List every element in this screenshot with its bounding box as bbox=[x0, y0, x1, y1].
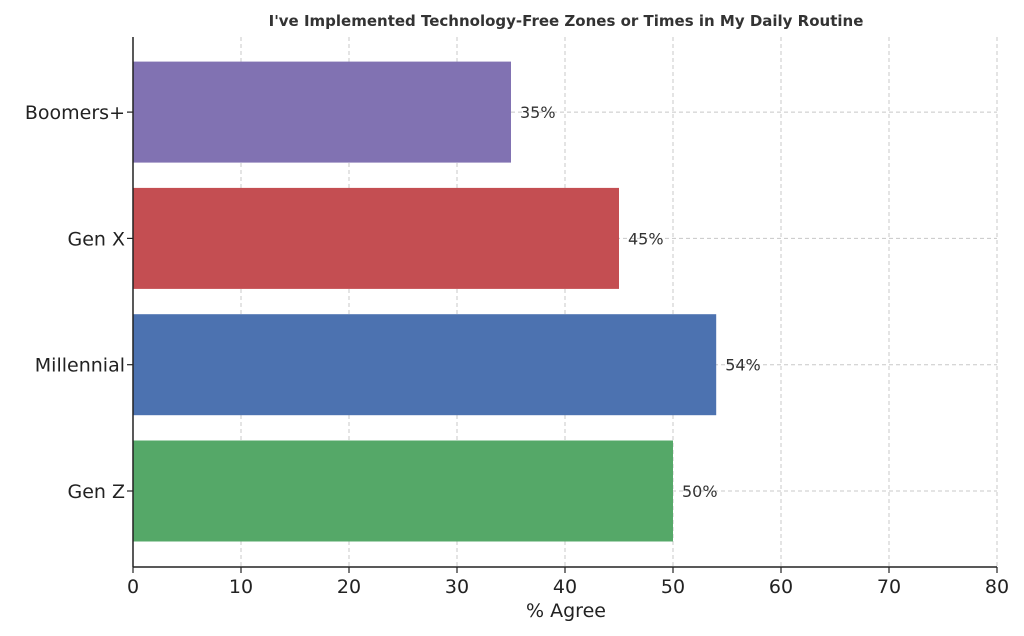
x-axis-label: % Agree bbox=[526, 600, 606, 622]
bar bbox=[133, 61, 511, 163]
x-tick-label: 10 bbox=[229, 576, 253, 598]
x-tick-label: 30 bbox=[445, 576, 469, 598]
x-tick-label: 50 bbox=[661, 576, 685, 598]
y-tick-label: Boomers+ bbox=[25, 102, 125, 124]
x-tick-label: 20 bbox=[337, 576, 361, 598]
x-tick-label: 60 bbox=[769, 576, 793, 598]
tick-labels: 0 10 20 30 40 50 60 70 80 Gen Z 50% Millennial 54% Ge… bbox=[25, 102, 1009, 598]
axes bbox=[127, 37, 998, 573]
data-label: 45% bbox=[628, 229, 664, 248]
x-tick-label: 70 bbox=[877, 576, 901, 598]
y-tick-label: Gen X bbox=[67, 228, 125, 250]
data-label: 54% bbox=[725, 356, 761, 375]
bar bbox=[133, 314, 717, 416]
x-tick-label: 80 bbox=[985, 576, 1009, 598]
bar bbox=[133, 187, 619, 289]
bar bbox=[133, 440, 673, 542]
data-label: 35% bbox=[520, 103, 556, 122]
y-tick-label: Millennial bbox=[35, 355, 125, 377]
bars bbox=[133, 61, 717, 542]
x-tick-label: 0 bbox=[127, 576, 139, 598]
chart-title: I've Implemented Technology-Free Zones o… bbox=[269, 12, 864, 30]
y-tick-label: Gen Z bbox=[67, 481, 125, 503]
x-tick-label: 40 bbox=[553, 576, 577, 598]
data-label: 50% bbox=[682, 482, 718, 501]
